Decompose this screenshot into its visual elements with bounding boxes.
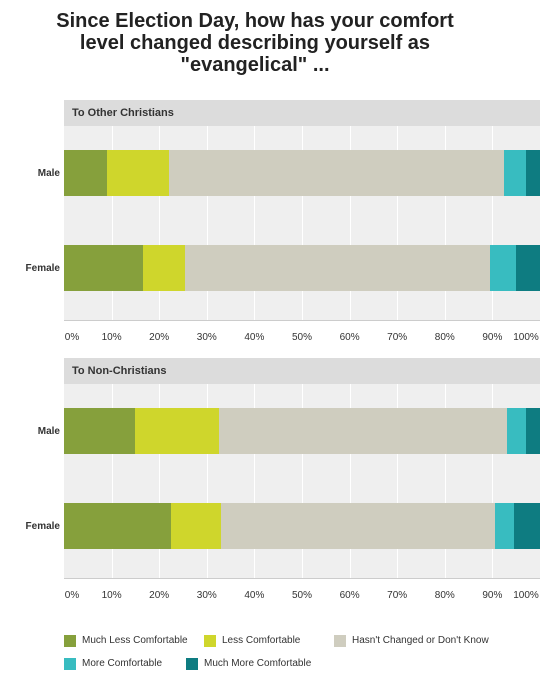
bar-segment bbox=[64, 245, 143, 291]
x-tick-label: 80% bbox=[434, 332, 455, 343]
plot-area bbox=[64, 384, 540, 578]
x-tick-label: 0% bbox=[64, 590, 80, 601]
chart-title-line: "evangelical" ... bbox=[180, 54, 330, 76]
bar-row bbox=[64, 408, 540, 454]
x-tick-label: 50% bbox=[291, 332, 312, 343]
legend-label: Much More Comfortable bbox=[204, 658, 312, 669]
chart-panel: To Non-Christians Male Female 0% 10% 20% 30% 40… bbox=[26, 358, 540, 618]
category-label: Female bbox=[25, 521, 60, 532]
legend-swatch bbox=[64, 658, 76, 670]
gridline bbox=[207, 384, 208, 578]
bar-segment bbox=[490, 245, 517, 291]
legend-label: More Comfortable bbox=[82, 658, 163, 669]
x-tick-label: 10% bbox=[101, 590, 122, 601]
bar-segment bbox=[218, 408, 507, 454]
x-axis-line bbox=[64, 320, 540, 321]
bar-segment bbox=[171, 503, 222, 549]
chart-title-line: Since Election Day, how has your comfort bbox=[56, 10, 454, 32]
bar-segment bbox=[516, 245, 540, 291]
gridline bbox=[112, 384, 113, 578]
gridline bbox=[254, 126, 255, 320]
category-label: Male bbox=[37, 426, 60, 437]
gridline bbox=[445, 384, 446, 578]
panel-title: To Non-Christians bbox=[64, 358, 540, 384]
legend-label: Much Less Comfortable bbox=[82, 635, 188, 646]
gridline bbox=[254, 384, 255, 578]
gridline bbox=[397, 126, 398, 320]
bar-segment bbox=[506, 408, 526, 454]
gridline bbox=[302, 126, 303, 320]
gridline bbox=[350, 384, 351, 578]
bar-segment bbox=[494, 503, 514, 549]
x-tick-label: 60% bbox=[339, 590, 360, 601]
bar-segment bbox=[185, 245, 490, 291]
gridline bbox=[350, 126, 351, 320]
x-tick-label: 90% bbox=[482, 332, 503, 343]
panel-title: To Other Christians bbox=[64, 100, 540, 126]
bar-row bbox=[64, 245, 540, 291]
bar-segment bbox=[135, 408, 219, 454]
bar-segment bbox=[106, 150, 169, 196]
chart-title-line: level changed describing yourself as bbox=[79, 32, 431, 54]
x-tick-label: 0% bbox=[64, 332, 80, 343]
gridline bbox=[112, 126, 113, 320]
gridline bbox=[445, 126, 446, 320]
category-label: Female bbox=[25, 263, 60, 274]
x-tick-label: 40% bbox=[244, 590, 265, 601]
chart-title: Since Election Day, how has your comfort… bbox=[40, 10, 470, 76]
category-label: Male bbox=[37, 168, 60, 179]
x-tick-label: 30% bbox=[196, 332, 217, 343]
x-tick-label: 30% bbox=[196, 590, 217, 601]
gridline bbox=[397, 384, 398, 578]
x-tick-label: 40% bbox=[244, 332, 265, 343]
bar-segment bbox=[142, 245, 186, 291]
gridline bbox=[159, 384, 160, 578]
legend-label: Less Comfortable bbox=[222, 635, 301, 646]
gridline bbox=[207, 126, 208, 320]
x-tick-label: 70% bbox=[387, 590, 408, 601]
x-tick-label: 60% bbox=[339, 332, 360, 343]
bar-segment bbox=[64, 503, 172, 549]
x-tick-label: 100% bbox=[513, 590, 539, 601]
x-axis-line bbox=[64, 578, 540, 579]
bar-segment bbox=[168, 150, 505, 196]
legend-swatch bbox=[204, 635, 216, 647]
gridline bbox=[159, 126, 160, 320]
gridline bbox=[302, 384, 303, 578]
bar-segment bbox=[64, 150, 107, 196]
x-tick-label: 80% bbox=[434, 590, 455, 601]
bar-segment bbox=[525, 408, 540, 454]
bar-segment bbox=[64, 408, 136, 454]
legend-swatch bbox=[334, 635, 346, 647]
legend: Much Less Comfortable Less Comfortable Has… bbox=[64, 634, 544, 674]
x-tick-label: 20% bbox=[149, 332, 170, 343]
legend-swatch bbox=[186, 658, 198, 670]
bar-segment bbox=[504, 150, 526, 196]
x-tick-label: 100% bbox=[513, 332, 539, 343]
x-tick-label: 50% bbox=[291, 590, 312, 601]
x-tick-label: 70% bbox=[387, 332, 408, 343]
bar-segment bbox=[221, 503, 495, 549]
legend-label: Hasn't Changed or Don't Know bbox=[352, 635, 489, 646]
x-tick-label: 90% bbox=[482, 590, 503, 601]
x-tick-label: 10% bbox=[101, 332, 122, 343]
chart-panel: To Other Christians Male Female 0% 10% 20% 30%… bbox=[26, 100, 540, 360]
bar-row bbox=[64, 503, 540, 549]
x-tick-label: 20% bbox=[149, 590, 170, 601]
gridline bbox=[492, 384, 493, 578]
legend-swatch bbox=[64, 635, 76, 647]
bar-segment bbox=[513, 503, 540, 549]
bar-row bbox=[64, 150, 540, 196]
plot-area bbox=[64, 126, 540, 320]
gridline bbox=[492, 126, 493, 320]
bar-segment bbox=[525, 150, 540, 196]
